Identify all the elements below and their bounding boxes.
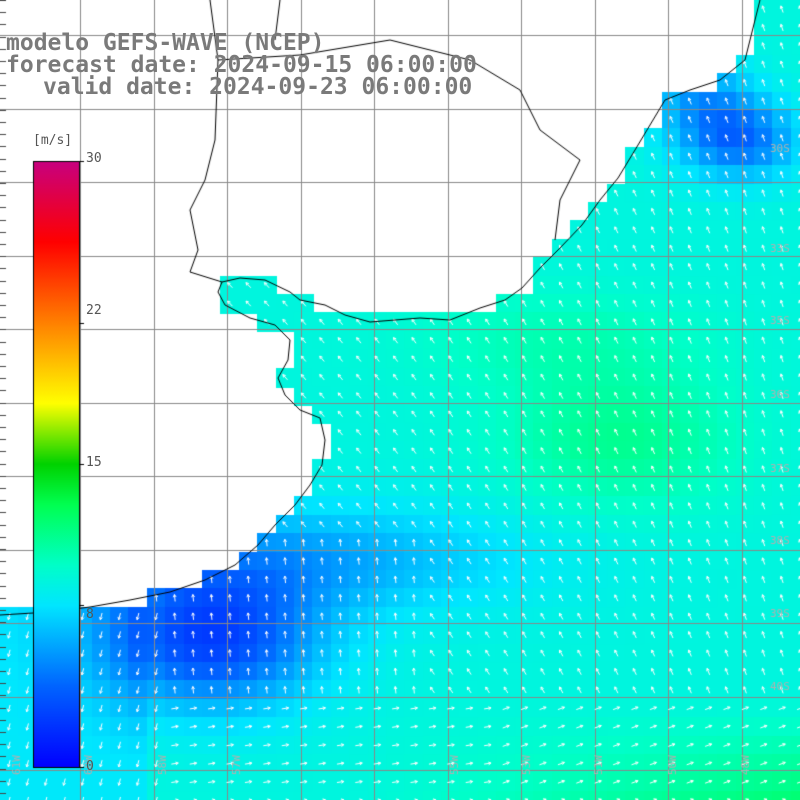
model-title: modelo GEFS-WAVE (NCEP): [6, 30, 325, 56]
colorbar-tick-30: 30: [86, 151, 102, 166]
colorbar-unit: [m/s]: [33, 133, 73, 148]
valid-date: valid date: 2024-09-23 06:00:00: [43, 74, 473, 100]
colorbar-tick-8: 8: [86, 607, 94, 622]
colorbar-tick-0: 0: [86, 759, 94, 774]
forecast-date: forecast date: 2024-09-15 06:00:00: [6, 52, 477, 78]
colorbar-tick-15: 15: [86, 455, 102, 470]
colorbar-tick-22: 22: [86, 303, 102, 318]
